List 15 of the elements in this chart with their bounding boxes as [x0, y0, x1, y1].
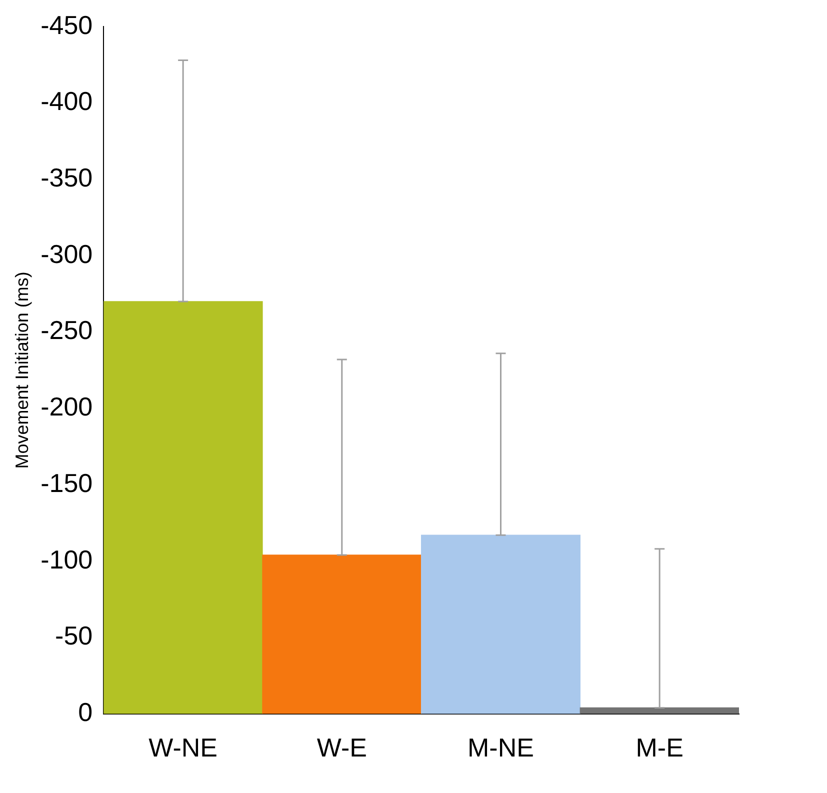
x-tick-label: W-E [316, 732, 367, 763]
x-tick-label: W-NE [148, 732, 218, 763]
y-tick-label: -350 [40, 162, 93, 192]
y-tick-label: -250 [40, 315, 93, 346]
y-tick-label: -200 [40, 392, 93, 422]
x-tick-label: M-E [636, 732, 684, 763]
y-tick-label: -150 [40, 468, 93, 498]
y-axis-title: Movement Initiation (ms) [12, 272, 32, 469]
y-tick-label: -50 [55, 620, 93, 651]
x-tick-label: M-NE [468, 732, 534, 763]
y-tick-label: -400 [40, 86, 93, 116]
y-tick-label: -450 [40, 10, 93, 40]
y-tick-label: -300 [40, 238, 93, 269]
y-tick-label: -100 [40, 544, 93, 574]
y-tick-label: 0 [78, 696, 93, 727]
